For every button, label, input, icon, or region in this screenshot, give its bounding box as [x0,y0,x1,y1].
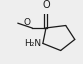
Text: O: O [42,0,50,10]
Text: O: O [24,18,31,27]
Text: H₂N: H₂N [24,39,41,48]
